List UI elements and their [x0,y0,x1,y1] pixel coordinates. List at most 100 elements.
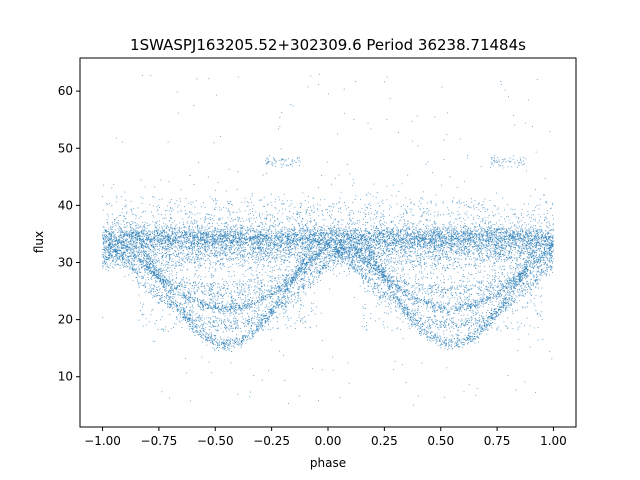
data-point [359,232,360,234]
data-point [253,239,255,241]
data-point [389,245,391,247]
data-point [472,231,474,233]
data-point [446,236,447,238]
data-point [428,241,429,243]
data-point [519,237,521,239]
data-point [508,240,509,242]
data-point [425,225,426,227]
data-point [278,239,280,241]
data-point [188,229,190,231]
data-point [312,235,314,237]
data-point [262,247,264,249]
data-point [424,235,426,237]
data-point [130,243,132,244]
data-point [338,240,340,242]
data-point [336,230,337,232]
data-point [145,243,147,245]
data-point [277,244,279,246]
data-point [335,234,337,236]
data-point [464,238,466,240]
data-point [387,229,389,231]
data-point [471,246,473,248]
data-point [266,244,268,246]
data-point [506,238,508,240]
data-point [194,223,196,225]
data-point [225,233,227,235]
data-point [311,248,313,250]
data-point [482,233,484,235]
data-point [275,234,277,236]
data-point [217,239,219,241]
data-point [389,236,390,237]
data-point [329,229,331,231]
data-point [290,239,291,241]
data-point [525,247,527,249]
data-point [145,233,147,235]
data-point [422,243,424,245]
data-point [364,251,366,253]
data-point [438,227,440,229]
data-point [252,237,254,239]
data-point [537,234,539,236]
data-point [366,241,368,242]
data-point [492,230,494,232]
data-point [239,232,241,234]
data-point [499,235,501,237]
data-point [381,226,383,228]
data-point [350,247,352,249]
data-point [208,242,210,243]
data-point [190,240,191,242]
data-point [152,221,154,223]
data-point [235,226,237,228]
data-point [172,230,174,232]
data-point [273,243,275,245]
data-point [346,234,348,236]
data-point [106,231,108,233]
data-point [239,240,241,242]
data-point [472,241,474,243]
data-point [469,234,471,236]
data-point [169,241,171,242]
data-point [358,247,360,249]
data-point [111,242,113,244]
data-point [508,229,510,231]
data-point [354,229,356,231]
data-point [166,249,168,251]
data-point [419,240,420,242]
data-point [493,242,495,244]
data-point [338,234,340,236]
data-point [368,236,370,238]
data-point [198,231,199,232]
data-point [429,219,431,221]
data-point [351,247,352,249]
data-point [280,235,282,237]
data-point [363,236,365,238]
data-point [257,232,259,234]
data-point [279,241,281,243]
data-point [455,237,456,239]
data-point [168,229,170,231]
data-point [309,236,311,238]
data-point [406,231,408,233]
data-point [219,236,221,238]
data-point [471,236,473,238]
data-point [235,235,237,237]
data-point [302,248,304,250]
data-point [176,227,178,229]
data-point [403,241,405,243]
data-point [268,229,270,231]
data-point [334,234,336,236]
data-point [528,223,530,225]
data-point [139,245,141,247]
data-point [114,223,116,224]
data-point [518,233,520,235]
data-point [301,229,303,231]
data-point [462,233,464,235]
data-point [379,231,381,232]
data-point [423,241,425,243]
data-point [213,220,215,222]
data-point [530,234,532,236]
data-point [349,249,351,251]
data-point [278,244,280,246]
data-point [333,242,335,243]
